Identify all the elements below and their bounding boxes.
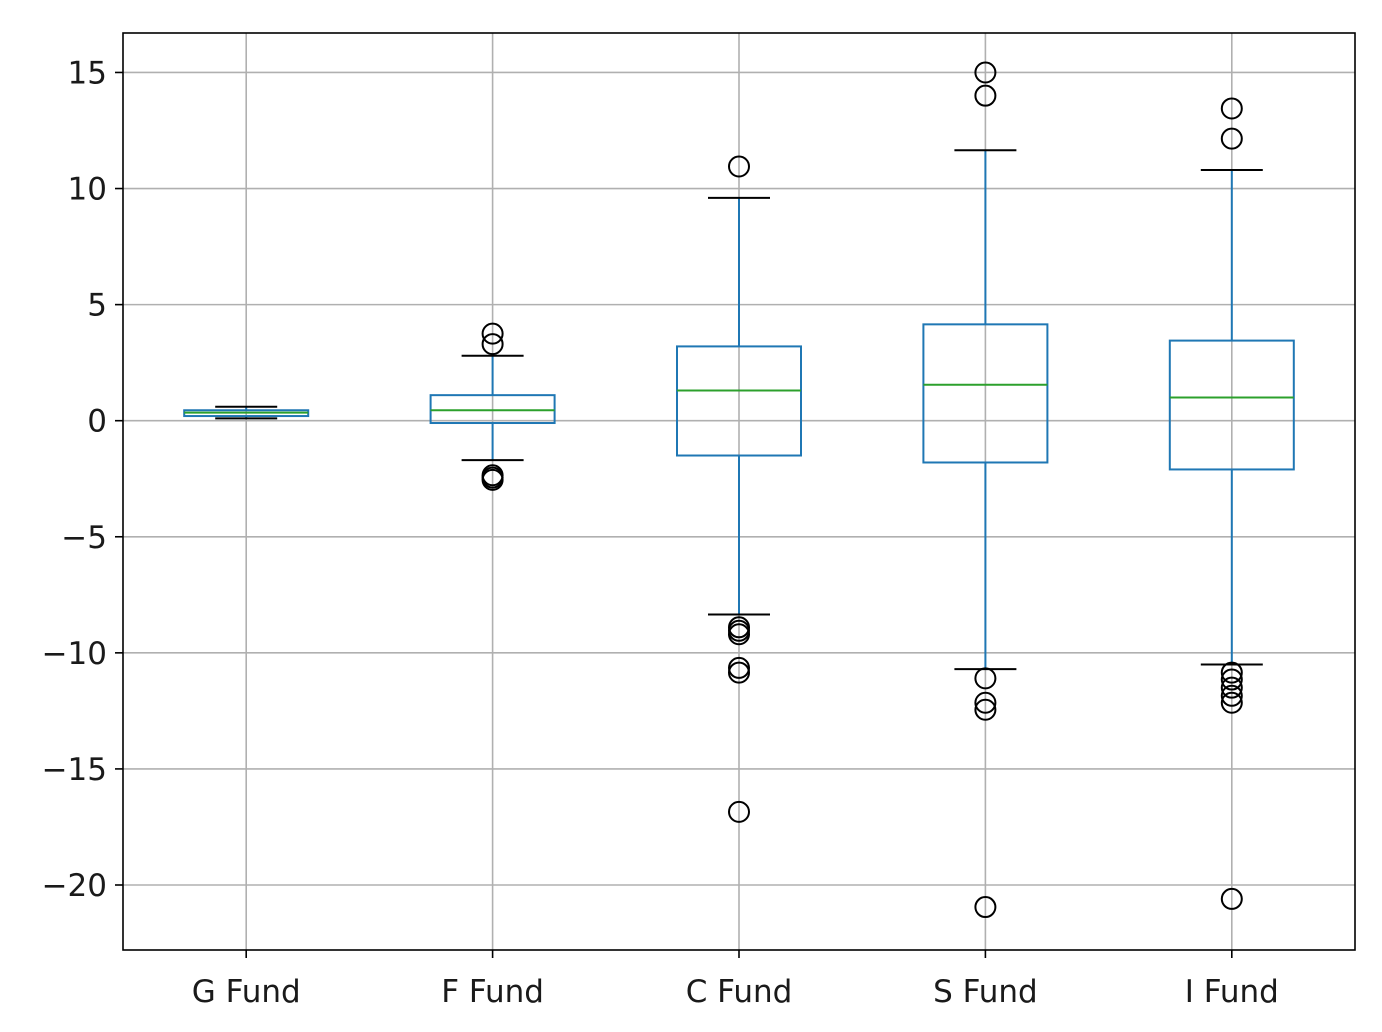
box-group-g-fund [183,405,310,420]
y-tick-label: 15 [68,55,107,91]
outlier-point [728,623,750,646]
outlier-markers [481,61,1243,919]
outlier-point [728,661,750,684]
x-tick-label: G Fund [192,974,301,1010]
y-tick-label: −5 [61,520,107,556]
outlier-point [1220,668,1243,691]
outlier-point [1220,661,1243,684]
outlier-point [974,84,997,107]
iqr-box [676,345,802,457]
outlier-point [1220,691,1243,714]
outlier-point [728,800,750,823]
box-group-i-fund [1168,168,1295,666]
axes: 15 10 5 0 −5 −10 −15 −20 G Fund F Fund C Fund S Fun… [42,55,1279,1010]
box-group-c-fund [676,196,802,616]
outlier-point [481,468,504,491]
outlier-point [974,896,997,919]
x-tick-label: C Fund [686,974,793,1010]
x-tick-label: F Fund [441,974,544,1010]
outlier-point [728,656,750,679]
outlier-point [1220,97,1243,120]
box-elements [183,149,1295,671]
outlier-point [974,698,997,721]
y-tick-label: −15 [42,752,107,788]
iqr-box [429,394,556,425]
outlier-point [481,322,504,345]
outlier-point [1220,676,1243,699]
outlier-point [1220,127,1243,150]
outlier-point [974,667,997,690]
x-tick-label: S Fund [933,974,1038,1010]
y-tick-label: 0 [87,404,107,440]
outlier-point [481,333,504,356]
y-tick-label: −10 [42,636,107,672]
outlier-point [1220,887,1243,910]
x-tick-label: I Fund [1185,974,1279,1010]
outlier-point [728,155,750,178]
outlier-point [974,691,997,714]
y-tick-label: 10 [68,172,107,208]
box-group-f-fund [429,354,556,462]
iqr-box [922,323,1049,464]
outlier-point [1220,684,1243,707]
iqr-box [1168,339,1295,471]
y-tick-label: 5 [87,288,107,324]
outlier-point [974,61,997,84]
y-tick-label: −20 [42,868,107,904]
box-group-s-fund [922,149,1049,671]
